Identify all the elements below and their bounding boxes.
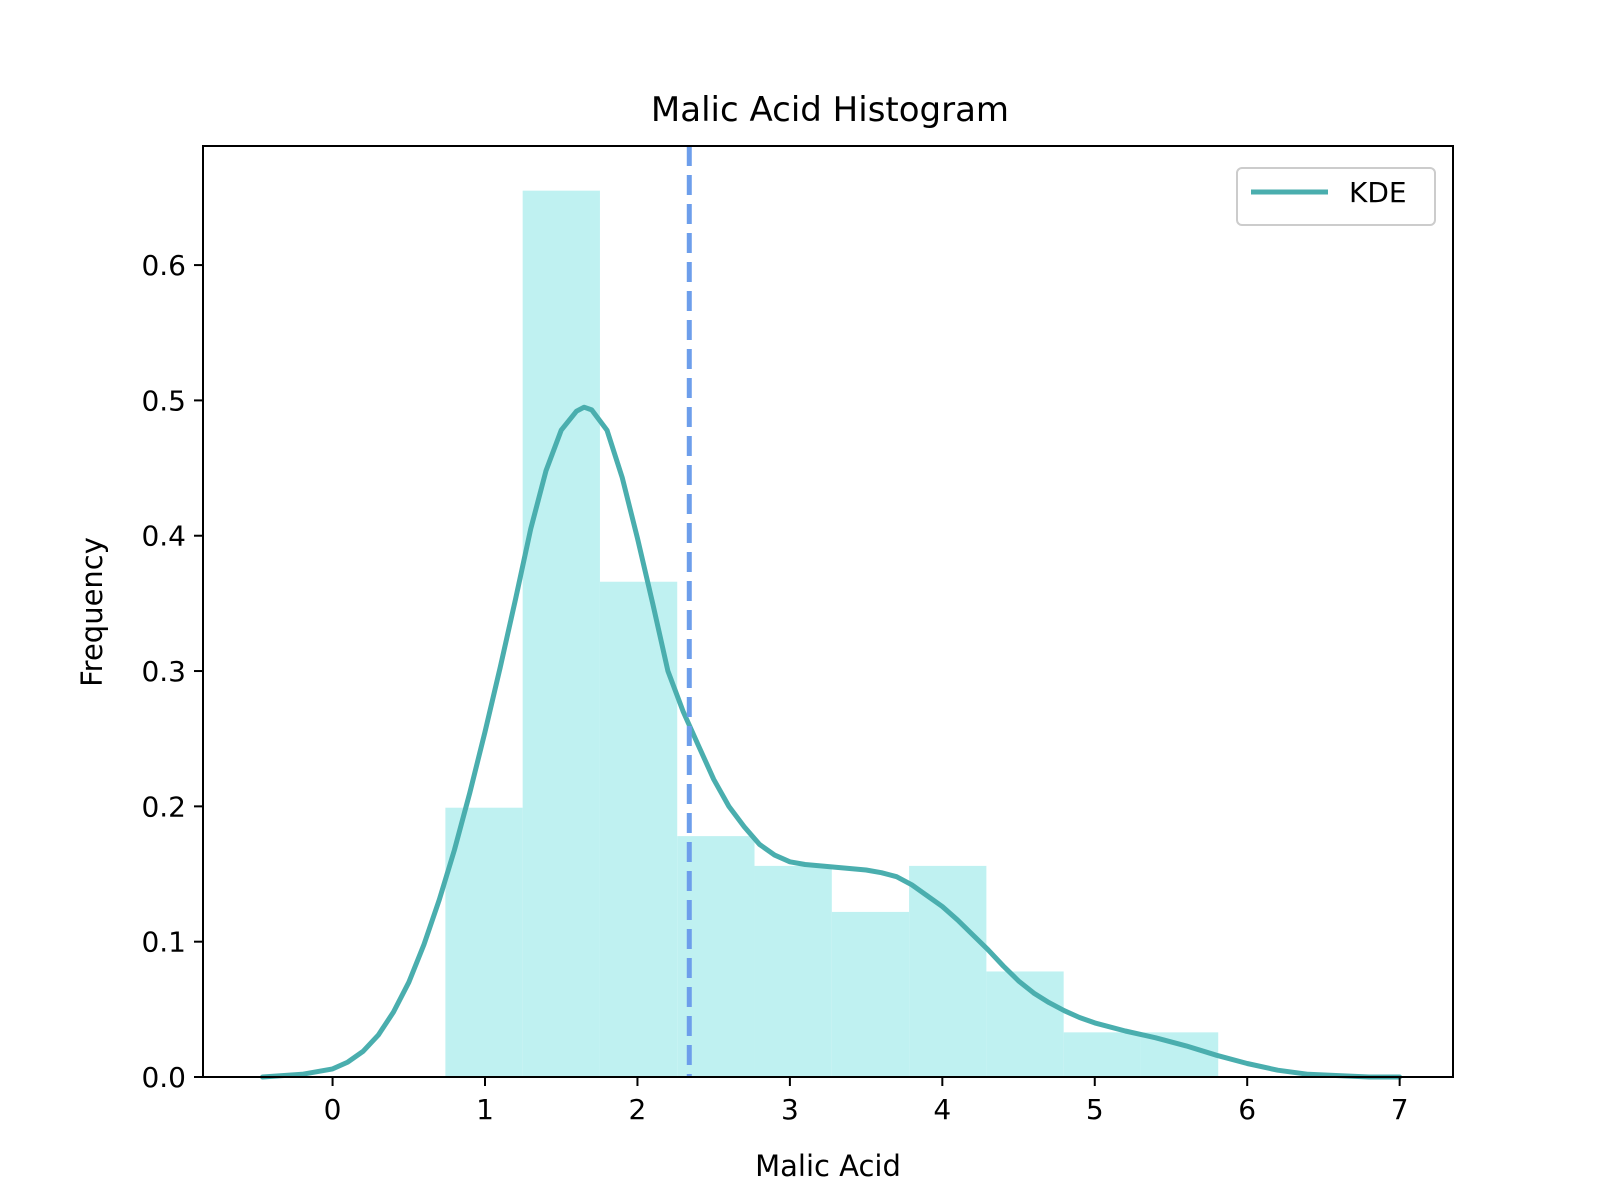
histogram-bar xyxy=(754,865,832,1077)
y-tick-label: 0.1 xyxy=(141,926,186,959)
x-tick-label: 1 xyxy=(476,1093,494,1126)
kde-layer xyxy=(260,404,1403,1080)
y-tick-label: 0.2 xyxy=(141,790,186,823)
kde-curve xyxy=(260,404,1403,1080)
legend-kde-label: KDE xyxy=(1349,176,1407,209)
histogram-bar xyxy=(445,807,523,1077)
y-tick-label: 0.4 xyxy=(141,520,186,553)
y-tick-label: 0.6 xyxy=(141,249,186,282)
x-tick-label: 3 xyxy=(781,1093,799,1126)
x-axis-ticks: 0 1 2 3 4 5 6 7 xyxy=(324,1077,1409,1126)
y-tick-label: 0.0 xyxy=(141,1061,186,1094)
histogram-bar xyxy=(1063,1032,1141,1077)
x-tick-label: 6 xyxy=(1238,1093,1256,1126)
y-tick-label: 0.5 xyxy=(141,384,186,417)
chart-title: Malic Acid Histogram xyxy=(651,90,1009,130)
y-tick-label: 0.3 xyxy=(141,655,186,688)
x-tick-label: 5 xyxy=(1086,1093,1104,1126)
legend-box xyxy=(1236,167,1436,226)
plot-frame xyxy=(202,145,1454,1078)
histogram-bar xyxy=(522,190,600,1077)
y-axis-label: Frequency xyxy=(75,537,109,687)
x-tick-label: 0 xyxy=(324,1093,342,1126)
x-tick-label: 2 xyxy=(629,1093,647,1126)
legend: KDE xyxy=(1236,167,1436,226)
x-axis-label: Malic Acid xyxy=(755,1149,901,1183)
histogram-bar xyxy=(909,865,987,1077)
x-tick-label: 4 xyxy=(933,1093,951,1126)
histogram-bar xyxy=(831,911,910,1077)
x-tick-label: 7 xyxy=(1391,1093,1409,1126)
y-axis-ticks: 0.0 0.1 0.2 0.3 0.4 0.5 0.6 xyxy=(141,249,203,1094)
